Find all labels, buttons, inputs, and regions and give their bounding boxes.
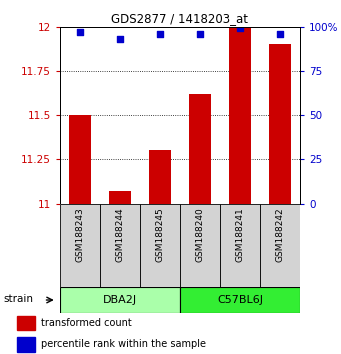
Text: transformed count: transformed count (41, 318, 132, 328)
Text: GSM188242: GSM188242 (276, 207, 284, 262)
Text: GSM188241: GSM188241 (236, 207, 244, 262)
Bar (180, 287, 300, 313)
Bar (60, 204, 100, 287)
Bar (220, 204, 260, 287)
Bar (189, 94, 211, 204)
Bar (269, 44, 291, 204)
Point (197, 31, 203, 36)
Bar (17, 316, 35, 330)
Bar (17, 337, 35, 352)
Point (237, 25, 243, 31)
Text: strain: strain (3, 295, 33, 304)
Point (157, 31, 163, 36)
Text: percentile rank within the sample: percentile rank within the sample (41, 339, 206, 349)
Text: GSM188240: GSM188240 (195, 207, 204, 262)
Text: GSM188243: GSM188243 (75, 207, 84, 262)
Text: GSM188244: GSM188244 (115, 207, 124, 262)
Text: C57BL6J: C57BL6J (217, 295, 263, 305)
Bar (140, 204, 180, 287)
Bar (69, 115, 91, 204)
Bar (229, 27, 251, 204)
Text: DBA2J: DBA2J (103, 295, 137, 305)
Bar (260, 204, 300, 287)
Point (277, 31, 283, 36)
Title: GDS2877 / 1418203_at: GDS2877 / 1418203_at (112, 12, 248, 25)
Text: GSM188245: GSM188245 (155, 207, 164, 262)
Bar (60, 287, 180, 313)
Bar (109, 191, 131, 204)
Bar (149, 150, 171, 204)
Bar (100, 204, 140, 287)
Bar (180, 204, 220, 287)
Point (77, 29, 83, 35)
Point (117, 36, 122, 42)
